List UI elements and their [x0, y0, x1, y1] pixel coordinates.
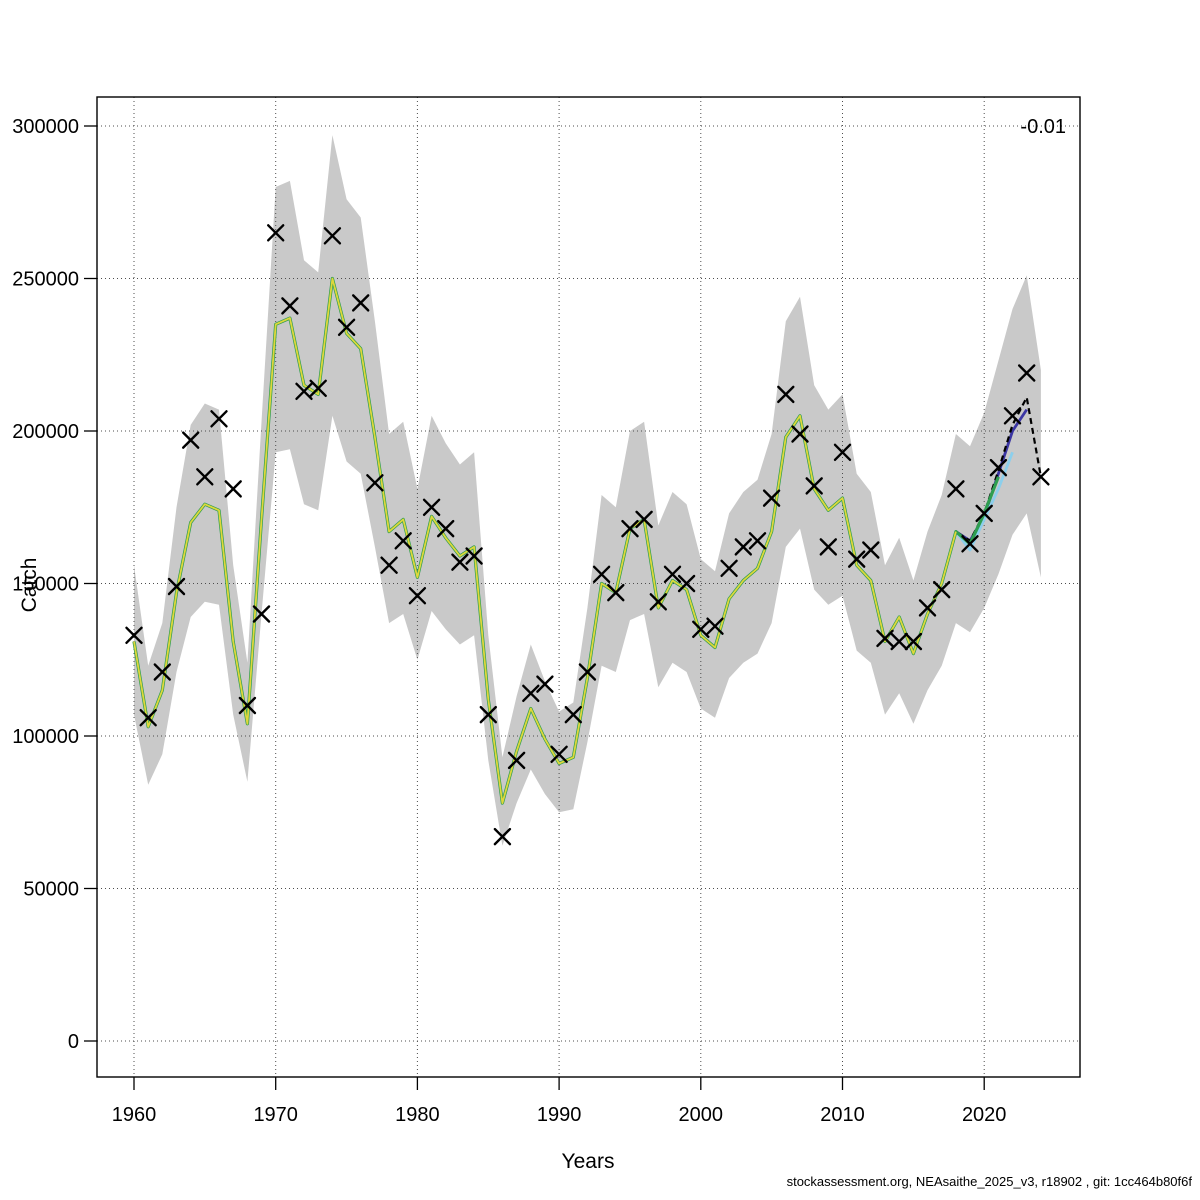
observed-markers-layer: [125, 224, 1050, 846]
observed-catch-marker: [394, 532, 412, 550]
observed-catch-marker: [153, 663, 172, 681]
observed-catch-marker: [323, 227, 342, 245]
observed-catch-marker: [592, 565, 611, 583]
y-tick-label: 50000: [23, 879, 79, 901]
observed-catch-marker: [621, 519, 639, 538]
fit-yellow: [133, 277, 957, 804]
observed-catch-marker: [522, 684, 540, 702]
observed-catch-marker: [167, 577, 186, 596]
observed-catch-marker: [961, 535, 979, 553]
observed-catch-marker: [366, 474, 384, 492]
x-tick-label: 2010: [820, 1104, 865, 1126]
x-tick-label: 1960: [112, 1104, 157, 1126]
observed-catch-marker: [337, 318, 356, 336]
observed-catch-marker: [635, 510, 653, 529]
observed-catch-marker: [295, 382, 313, 400]
observed-catch-marker: [536, 675, 554, 693]
observed-catch-marker: [210, 410, 228, 428]
observed-catch-marker: [918, 599, 937, 617]
observed-catch-marker: [451, 553, 469, 571]
observed-catch-marker: [408, 587, 427, 605]
observed-catch-marker: [224, 480, 242, 498]
confidence-band: [134, 135, 1041, 846]
x-tick-label: 2000: [679, 1104, 724, 1126]
observed-catch-marker: [819, 538, 837, 556]
y-tick-label: 0: [68, 1031, 79, 1053]
observed-catch-marker: [791, 425, 809, 443]
observed-catch-marker: [238, 696, 257, 715]
observed-catch-marker: [578, 663, 597, 681]
observed-catch-marker: [777, 385, 795, 404]
observed-catch-marker: [309, 379, 327, 397]
observed-catch-marker: [125, 626, 143, 644]
fit-cyan: [954, 451, 1014, 552]
observed-catch-marker: [833, 443, 852, 461]
observed-catch-marker: [933, 580, 951, 599]
observed-catch-marker: [1003, 407, 1022, 425]
observed-catch-marker: [550, 745, 568, 763]
observed-catch-marker: [706, 617, 724, 635]
observed-catch-marker: [267, 224, 285, 242]
observed-catch-marker: [692, 620, 710, 638]
confidence-band-layer: [134, 135, 1041, 846]
x-axis-title: Years: [562, 1150, 615, 1173]
observed-catch-marker: [975, 504, 993, 523]
x-tick-label: 1990: [537, 1104, 582, 1126]
observed-catch-marker: [848, 550, 866, 568]
y-tick-label: 300000: [12, 116, 79, 138]
observed-catch-marker: [493, 827, 512, 846]
observed-catch-marker: [422, 498, 441, 516]
observed-catch-marker: [607, 583, 625, 602]
mohns-rho-annotation: -0.01: [1020, 116, 1066, 138]
observed-catch-marker: [862, 541, 880, 559]
axes-layer: 1960 1970 1980 1990 2000 2010 2020 0 50000 100000…: [12, 96, 1081, 1126]
footer-attribution: stockassessment.org, NEAsaithe_2025_v3, …: [787, 1174, 1193, 1189]
x-tick-label: 2020: [962, 1104, 1007, 1126]
x-tick-label: 1970: [253, 1104, 298, 1126]
observed-catch-marker: [380, 556, 398, 574]
y-tick-label: 200000: [12, 421, 79, 443]
observed-catch-marker: [805, 477, 823, 495]
observed-catch-marker: [1032, 468, 1050, 486]
observed-catch-marker: [720, 559, 738, 577]
observed-catch-marker: [762, 489, 781, 507]
observed-catch-marker: [352, 294, 370, 312]
observed-catch-marker: [890, 632, 908, 651]
observed-catch-marker: [904, 632, 923, 651]
observed-catch-marker: [252, 605, 271, 623]
observed-catch-marker: [465, 547, 483, 565]
plot-border: [96, 96, 1081, 1078]
observed-catch-marker: [196, 468, 214, 486]
observed-catch-marker: [564, 705, 582, 724]
observed-catch-marker: [663, 565, 682, 583]
observed-catch-marker: [734, 538, 752, 556]
observed-catch-marker: [479, 705, 497, 724]
observed-catch-marker: [139, 709, 157, 727]
y-axis-title: Catch: [18, 558, 41, 613]
observed-catch-marker: [1018, 364, 1036, 382]
observed-catch-marker: [876, 629, 894, 648]
gridline-layer: [97, 97, 1080, 1077]
observed-catch-marker: [649, 593, 667, 611]
y-tick-label: 150000: [12, 574, 79, 596]
y-tick-label: 250000: [12, 269, 79, 291]
observed-catch-marker: [281, 297, 299, 315]
observed-catch-marker: [947, 480, 965, 498]
observed-catch-marker: [677, 574, 696, 593]
observed-catch-marker: [181, 431, 200, 449]
observed-catch-marker: [437, 519, 455, 538]
observed-catch-marker: [989, 458, 1008, 477]
observed-catch-marker: [748, 532, 767, 550]
x-tick-label: 1980: [395, 1104, 440, 1126]
y-tick-label: 100000: [12, 726, 79, 748]
observed-catch-marker: [507, 751, 526, 770]
